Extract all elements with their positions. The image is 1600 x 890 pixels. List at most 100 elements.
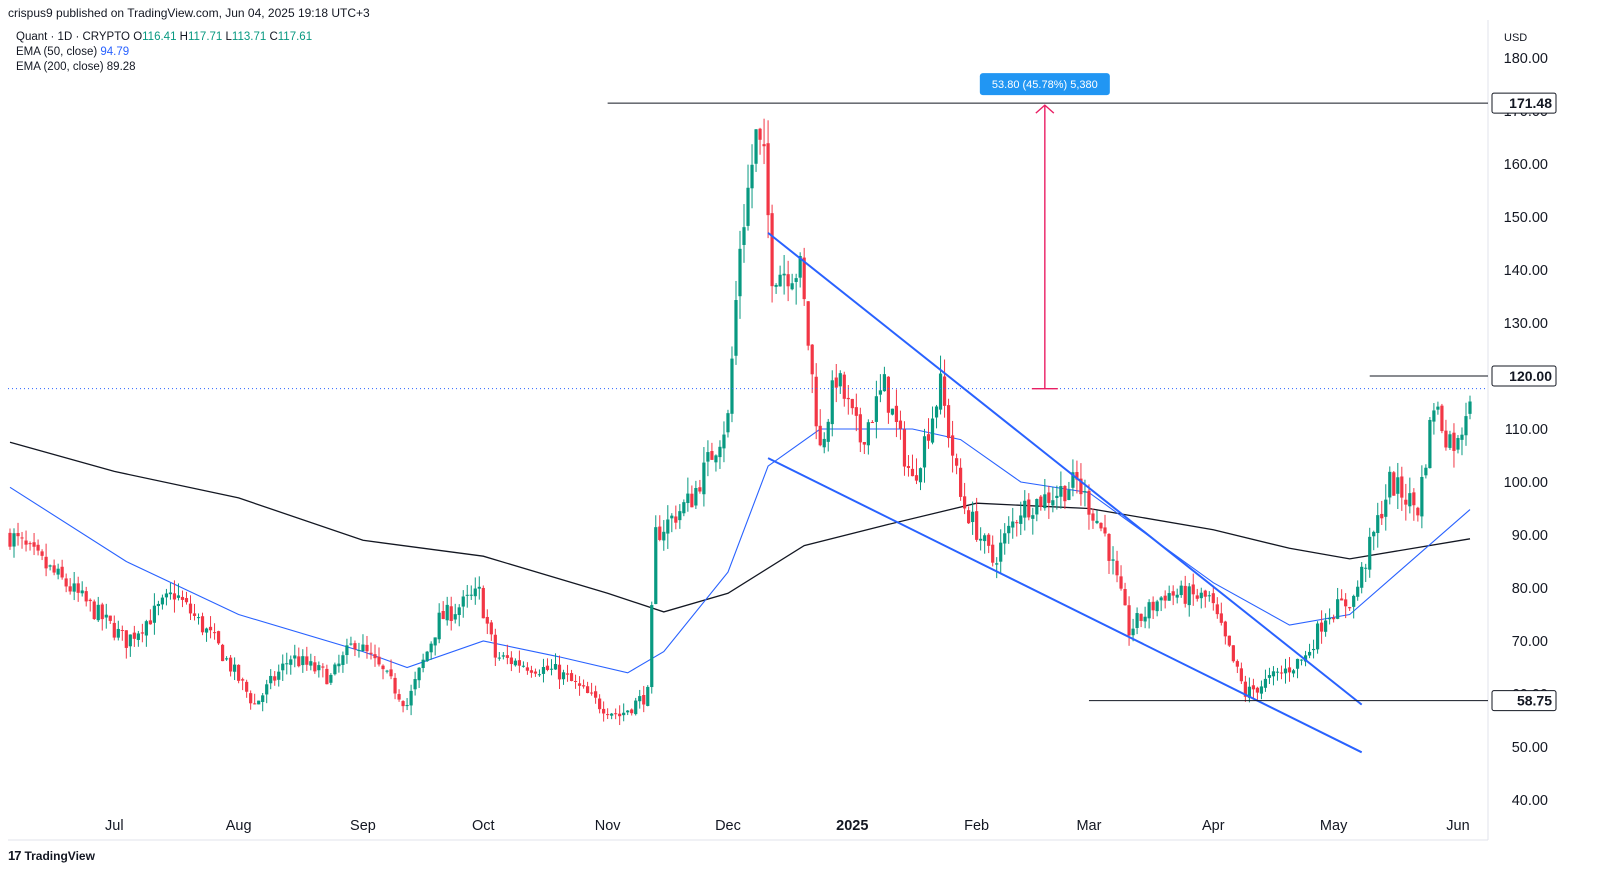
candle: [1207, 591, 1211, 602]
candle-body: [100, 604, 104, 620]
candle: [1368, 527, 1372, 578]
candle-body: [1167, 593, 1171, 601]
candle: [132, 625, 136, 647]
candle: [1432, 403, 1436, 435]
candle-body: [521, 665, 526, 667]
candle-body: [802, 257, 806, 300]
candle-body: [1404, 499, 1408, 505]
y-tick-label: 100.00: [1504, 475, 1548, 491]
candle-body: [409, 690, 413, 706]
candle: [437, 603, 441, 644]
candle-body: [830, 380, 834, 425]
candle: [317, 661, 321, 678]
candle: [1095, 510, 1099, 525]
candle-body: [1187, 586, 1191, 606]
candle-body: [1231, 645, 1235, 662]
candle-body: [1408, 493, 1412, 507]
candle-body: [1436, 406, 1440, 410]
symbol-row[interactable]: Quant · 1D · CRYPTO O116.41 H117.71 L113…: [16, 30, 312, 45]
candle: [237, 664, 241, 684]
candle: [561, 669, 566, 685]
candle-body: [317, 665, 321, 671]
candle: [1063, 485, 1067, 510]
candle: [329, 673, 333, 686]
candle-body: [1376, 515, 1380, 534]
candle: [1352, 594, 1356, 619]
candle-body: [654, 527, 658, 605]
candle-body: [305, 656, 309, 665]
candle: [830, 370, 834, 437]
candle: [882, 366, 886, 392]
candle: [525, 662, 530, 675]
candle: [1303, 650, 1308, 667]
candle-body: [509, 657, 513, 665]
price-tag-box: [1491, 365, 1557, 387]
candle-body: [1315, 623, 1320, 650]
candle: [1183, 575, 1187, 608]
candle-body: [1307, 651, 1312, 656]
candle: [172, 580, 177, 613]
candle: [465, 584, 469, 608]
candle-body: [1263, 678, 1268, 688]
candle-body: [156, 603, 161, 607]
candle: [1295, 658, 1300, 679]
candles-group: [8, 118, 1472, 726]
candle-body: [437, 612, 441, 640]
candle-body: [112, 622, 116, 638]
candle-body: [1203, 590, 1207, 597]
candle: [987, 533, 991, 554]
candle: [485, 609, 489, 635]
candle-body: [1059, 486, 1063, 497]
candle: [1412, 488, 1416, 521]
axes: 180.00170.00160.00150.00140.00130.00120.…: [8, 20, 1548, 841]
candle-body: [918, 468, 923, 483]
candle: [405, 698, 409, 711]
candle: [766, 120, 770, 239]
candle-body: [513, 660, 517, 666]
candle: [1087, 484, 1091, 530]
candle-body: [758, 128, 762, 140]
candle-body: [678, 511, 682, 521]
candle: [1131, 618, 1135, 642]
candle: [662, 520, 666, 551]
candle: [602, 701, 606, 722]
candle-body: [549, 668, 554, 670]
ema200-row[interactable]: EMA (200, close) 89.28: [16, 60, 312, 75]
currency-label[interactable]: USD: [1504, 32, 1528, 44]
candle: [686, 477, 690, 512]
candle-body: [1119, 576, 1123, 589]
candle-body: [1364, 567, 1368, 569]
candle-body: [517, 660, 521, 666]
candle-body: [405, 705, 409, 707]
candle-body: [1147, 602, 1151, 619]
candle-body: [834, 377, 838, 388]
candle-body: [1027, 499, 1031, 518]
candle: [325, 664, 329, 685]
candle: [594, 685, 598, 704]
candle: [389, 659, 393, 680]
tradingview-brand: TradingView: [24, 848, 95, 863]
candle-body: [529, 670, 534, 673]
candle: [742, 204, 746, 263]
candle-body: [814, 376, 818, 427]
candle: [750, 144, 754, 209]
candle: [1291, 668, 1296, 678]
candle: [1420, 465, 1424, 529]
candle-body: [152, 605, 156, 623]
ema50-row[interactable]: EMA (50, close) 94.79: [16, 45, 312, 60]
price-tag-text: 58.75: [1517, 693, 1552, 709]
candle-body: [433, 637, 437, 646]
tradingview-footer[interactable]: 17 TradingView: [8, 848, 95, 863]
candle: [44, 543, 48, 577]
candle-body: [670, 515, 674, 519]
candle-body: [313, 662, 317, 672]
candle-body: [393, 677, 397, 694]
candle: [293, 644, 297, 668]
candle-body: [866, 422, 870, 446]
candle-body: [1079, 478, 1083, 495]
x-tick-label: Aug: [226, 818, 252, 834]
x-tick-label: Sep: [350, 818, 376, 834]
candle-body: [902, 429, 907, 467]
candle: [285, 652, 289, 675]
